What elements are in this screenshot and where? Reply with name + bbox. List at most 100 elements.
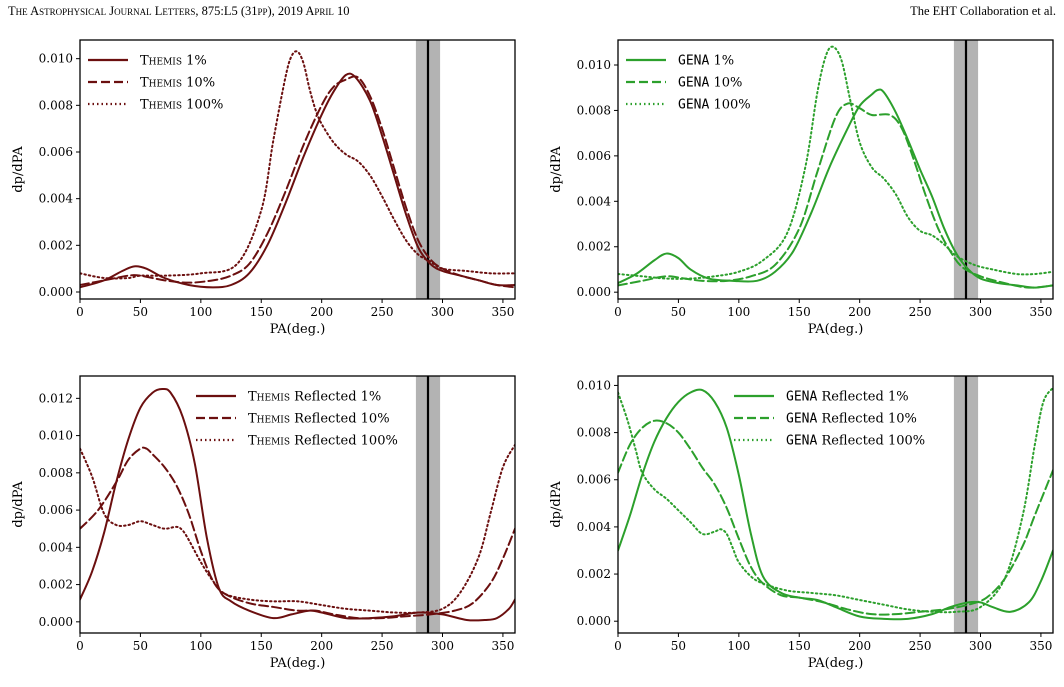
y-tick-label: 0.012 [39, 391, 73, 405]
legend-label: Themis 10% [140, 76, 215, 91]
y-tick-label: 0.006 [577, 473, 611, 487]
legend: GENA Reflected 1%GENA Reflected 10%GENA … [734, 390, 925, 449]
y-tick-label: 0.002 [577, 240, 611, 254]
legend-suffix: 1% [709, 54, 734, 69]
x-tick-label: 250 [909, 305, 932, 319]
x-tick-label: 50 [671, 639, 686, 653]
legend-suffix: 10% [709, 76, 742, 91]
y-tick-label: 0.006 [577, 149, 611, 163]
x-tick-label: 300 [969, 305, 992, 319]
series-line-3 [618, 386, 1053, 614]
y-tick-label: 0.004 [39, 192, 74, 206]
x-tick-label: 200 [310, 305, 333, 319]
legend-code-name: GENA [678, 76, 709, 91]
series-line-2 [80, 446, 515, 620]
legend: Themis 1%Themis 10%Themis 100% [88, 54, 223, 113]
y-tick-label: 0.006 [39, 145, 73, 159]
x-tick-label: 250 [371, 305, 394, 319]
y-tick-label: 0.004 [577, 194, 612, 208]
x-tick-label: 300 [431, 305, 454, 319]
legend-label: Themis 1% [140, 54, 207, 69]
legend-code-name: Themis [248, 412, 290, 427]
x-axis-label: PA(deg.) [270, 656, 326, 671]
x-tick-label: 100 [189, 639, 212, 653]
panel-top-left: 0 50 100 150 200 250 300 350 0.000 0.002 0.004 0.00… [11, 39, 516, 337]
legend-code-name: Themis [140, 76, 182, 91]
x-tick-label: 150 [250, 639, 273, 653]
x-tick-label: 350 [491, 305, 514, 319]
series-line-2 [618, 419, 1053, 616]
y-tick-label: 0.010 [39, 52, 73, 66]
x-tick-label: 50 [133, 305, 148, 319]
legend-suffix: 1% [182, 54, 207, 69]
y-tick-label: 0.010 [577, 58, 611, 72]
legend-label: GENA 1% [678, 54, 734, 69]
legend-label: Themis Reflected 10% [248, 412, 390, 427]
y-tick-label: 0.002 [39, 578, 73, 592]
x-tick-label: 50 [133, 639, 148, 653]
series-line-1 [80, 72, 515, 289]
legend-label: GENA Reflected 100% [786, 434, 925, 449]
y-tick-label: 0.000 [39, 285, 73, 299]
series-line-2 [618, 102, 1053, 289]
x-axis-label: PA(deg.) [808, 322, 864, 337]
legend-code-name: GENA [786, 390, 817, 405]
legend-label: GENA Reflected 10% [786, 412, 917, 427]
plot-frame [617, 39, 1054, 300]
y-tick-label: 0.004 [39, 540, 74, 554]
x-axis-label: PA(deg.) [808, 656, 864, 671]
y-tick-label: 0.010 [39, 429, 73, 443]
x-tick-label: 300 [431, 639, 454, 653]
plot-frame [79, 375, 516, 634]
plot-frame [79, 39, 516, 300]
x-tick-label: 100 [189, 305, 212, 319]
legend-suffix: Reflected 10% [290, 412, 390, 427]
legend-code-name: Themis [248, 434, 290, 449]
y-axis-label: dp/dPA [11, 481, 26, 528]
x-axis-label: PA(deg.) [270, 322, 326, 337]
legend-label: Themis Reflected 100% [248, 434, 398, 449]
x-tick-label: 100 [727, 305, 750, 319]
legend-suffix: 10% [182, 76, 215, 91]
y-axis-label: dp/dPA [549, 146, 564, 193]
panel-top-right: 0 50 100 150 200 250 300 350 0.000 0.002 0.004 0.00… [549, 39, 1054, 337]
legend-label: GENA Reflected 1% [786, 390, 909, 405]
x-tick-label: 350 [491, 639, 514, 653]
legend-suffix: 100% [182, 98, 223, 113]
legend-label: Themis Reflected 1% [248, 390, 381, 405]
legend-suffix: 100% [709, 98, 750, 113]
legend-code-name: Themis [140, 54, 182, 69]
x-tick-label: 250 [909, 639, 932, 653]
y-axis-label: dp/dPA [11, 146, 26, 193]
y-tick-label: 0.000 [577, 614, 611, 628]
y-tick-label: 0.008 [39, 466, 73, 480]
y-tick-label: 0.000 [577, 285, 611, 299]
legend-suffix: Reflected 100% [817, 434, 925, 449]
series-line-3 [618, 45, 1053, 280]
x-tick-label: 0 [76, 639, 84, 653]
x-tick-label: 300 [969, 639, 992, 653]
legend-label: GENA 10% [678, 76, 742, 91]
x-tick-label: 350 [1029, 305, 1052, 319]
x-tick-label: 50 [671, 305, 686, 319]
legend-code-name: GENA [678, 54, 709, 69]
legend-suffix: Reflected 100% [290, 434, 398, 449]
legend-suffix: Reflected 10% [817, 412, 917, 427]
legend-code-name: GENA [786, 434, 817, 449]
legend-code-name: Themis [140, 98, 182, 113]
plot-frame [617, 375, 1054, 634]
x-tick-label: 0 [76, 305, 84, 319]
legend-label: Themis 100% [140, 98, 223, 113]
legend-code-name: GENA [678, 98, 709, 113]
legend: GENA 1%GENA 10%GENA 100% [626, 54, 751, 113]
x-tick-label: 150 [250, 305, 273, 319]
series-line-1 [618, 88, 1053, 289]
y-tick-label: 0.008 [39, 98, 73, 112]
y-tick-label: 0.010 [577, 378, 611, 392]
x-tick-label: 150 [788, 639, 811, 653]
x-tick-label: 350 [1029, 639, 1052, 653]
legend-suffix: Reflected 1% [817, 390, 908, 405]
journal-header: The Astrophysical Journal Letters, 875:L… [8, 4, 350, 18]
legend-suffix: Reflected 1% [290, 390, 381, 405]
y-tick-label: 0.002 [39, 238, 73, 252]
